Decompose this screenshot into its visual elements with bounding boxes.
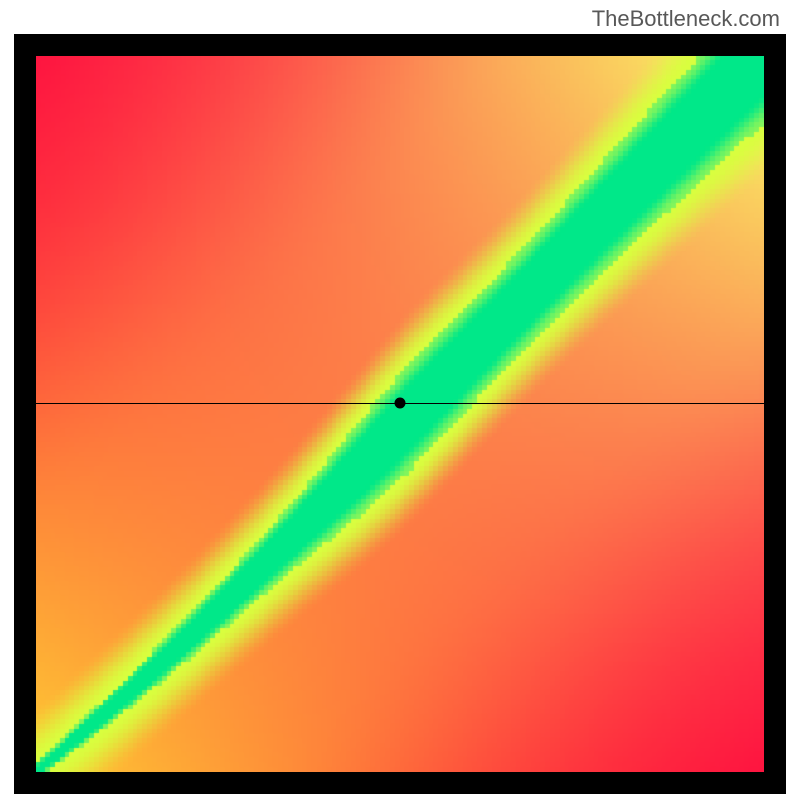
attribution-label: TheBottleneck.com [592, 6, 780, 32]
crosshair-marker [395, 398, 406, 409]
chart-frame [14, 34, 786, 794]
heatmap-canvas [36, 56, 764, 772]
plot-area [36, 56, 764, 772]
root-container: { "attribution": "TheBottleneck.com", "a… [0, 0, 800, 800]
